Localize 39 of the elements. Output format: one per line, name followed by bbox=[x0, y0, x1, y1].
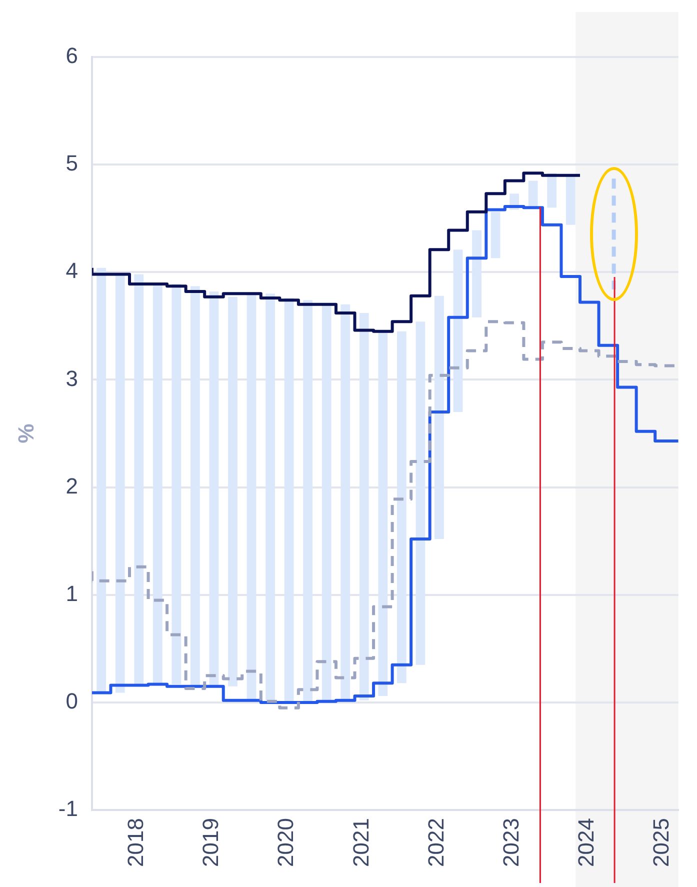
bar bbox=[490, 212, 500, 258]
y-tick-label: 1 bbox=[66, 580, 78, 606]
y-tick-label: 0 bbox=[66, 688, 78, 714]
bar bbox=[416, 322, 426, 665]
bar bbox=[246, 294, 256, 700]
x-tick-label: 2022 bbox=[423, 818, 448, 868]
bar bbox=[453, 250, 463, 412]
bar bbox=[284, 298, 294, 702]
x-tick-label: 2021 bbox=[348, 818, 374, 868]
bar bbox=[547, 173, 557, 208]
bar bbox=[172, 284, 182, 684]
bar bbox=[115, 274, 125, 693]
x-tick-label: 2019 bbox=[198, 818, 224, 868]
bar bbox=[209, 292, 219, 686]
bar bbox=[528, 180, 538, 207]
bar bbox=[303, 300, 313, 702]
bar bbox=[190, 286, 200, 686]
y-axis-title: % bbox=[13, 424, 38, 444]
y-tick-label: 3 bbox=[66, 366, 78, 391]
y-tick-label: 2 bbox=[66, 473, 78, 498]
y-tick-label: -1 bbox=[58, 796, 78, 822]
bar bbox=[359, 313, 369, 700]
x-tick-label: 2018 bbox=[123, 818, 148, 868]
y-tick-label: 6 bbox=[66, 43, 78, 68]
y-tick-label: 5 bbox=[66, 150, 78, 176]
bar bbox=[566, 175, 576, 225]
bar bbox=[228, 296, 238, 686]
x-tick-label: 2025 bbox=[648, 818, 674, 868]
bar bbox=[472, 230, 482, 318]
x-tick-label: 2023 bbox=[498, 818, 524, 868]
bar bbox=[96, 268, 106, 693]
x-tick-label: 2020 bbox=[273, 818, 298, 868]
x-tick-label: 2024 bbox=[574, 818, 599, 868]
y-tick-label: 4 bbox=[66, 258, 78, 284]
bar bbox=[266, 294, 275, 700]
bar bbox=[322, 304, 332, 702]
bar bbox=[134, 274, 144, 686]
bar bbox=[434, 296, 444, 539]
bar bbox=[396, 331, 406, 684]
